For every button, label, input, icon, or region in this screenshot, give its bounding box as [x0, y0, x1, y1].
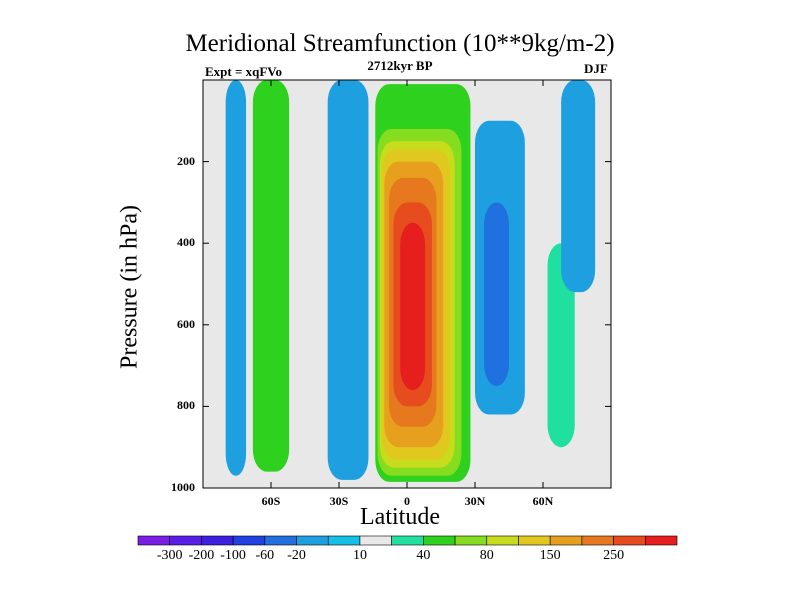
x-tick-label: 60S [261, 494, 281, 508]
colorbar-label: -300 [156, 548, 183, 563]
colorbar-swatch [359, 535, 392, 546]
colorbar-swatch [201, 535, 234, 546]
contour-sh-hadley-edge [327, 80, 369, 480]
colorbar-swatch [613, 535, 646, 546]
x-tick-label: 30S [329, 494, 349, 508]
contour-sh-polar-cell [225, 80, 247, 476]
colorbar-swatch [137, 535, 171, 546]
colorbar-swatch [454, 535, 488, 546]
colorbar-label: 10 [352, 548, 367, 563]
colorbar-swatch [264, 535, 297, 546]
colorbar-swatch [296, 535, 329, 546]
chart-title: Meridional Streamfunction (10**9kg/m-2) [185, 30, 615, 57]
y-tick-label: 1000 [171, 480, 195, 494]
contour-sh-ferrel-cell [252, 80, 290, 472]
season-label: DJF [584, 61, 608, 76]
colorbar-label: 250 [603, 548, 625, 563]
colorbar-swatch [581, 535, 614, 546]
colorbar-label: -60 [255, 548, 275, 563]
colorbar-label: 40 [416, 548, 431, 563]
colorbar-swatch [169, 535, 202, 546]
chart-subtitle: 2712kyr BP [367, 58, 433, 73]
y-tick-label: 800 [177, 398, 195, 413]
colorbar-label: 80 [479, 548, 494, 563]
x-tick-label: 60N [532, 494, 554, 508]
colorbar-swatch [391, 535, 424, 546]
colorbar-swatch [486, 535, 519, 546]
colorbar-label: -100 [220, 548, 246, 563]
y-tick-label: 400 [177, 235, 195, 250]
colorbar-swatch [549, 535, 583, 546]
x-tick-label: 30N [464, 494, 486, 508]
x-axis-label: Latitude [360, 504, 440, 530]
experiment-label: Expt = xqFVo [205, 64, 283, 79]
contour-nh-polar-cell [547, 243, 575, 448]
colorbar-swatch [327, 535, 361, 546]
colorbar-swatch [644, 535, 678, 546]
y-tick-label: 600 [177, 316, 195, 331]
colorbar-label: -20 [287, 548, 306, 563]
colorbar-label: -200 [188, 548, 215, 563]
x-tick-label: 0 [404, 494, 410, 508]
colorbar-label: 150 [539, 548, 561, 563]
contour-tropical-cell-core [400, 222, 426, 391]
y-tick-label: 200 [177, 153, 195, 168]
colorbar-swatch [518, 535, 551, 546]
colorbar-swatch [232, 535, 266, 546]
colorbar-swatch [423, 535, 456, 546]
contour-nh-ferrel-core [484, 202, 509, 386]
contour-nh-upper-negative [561, 80, 596, 293]
